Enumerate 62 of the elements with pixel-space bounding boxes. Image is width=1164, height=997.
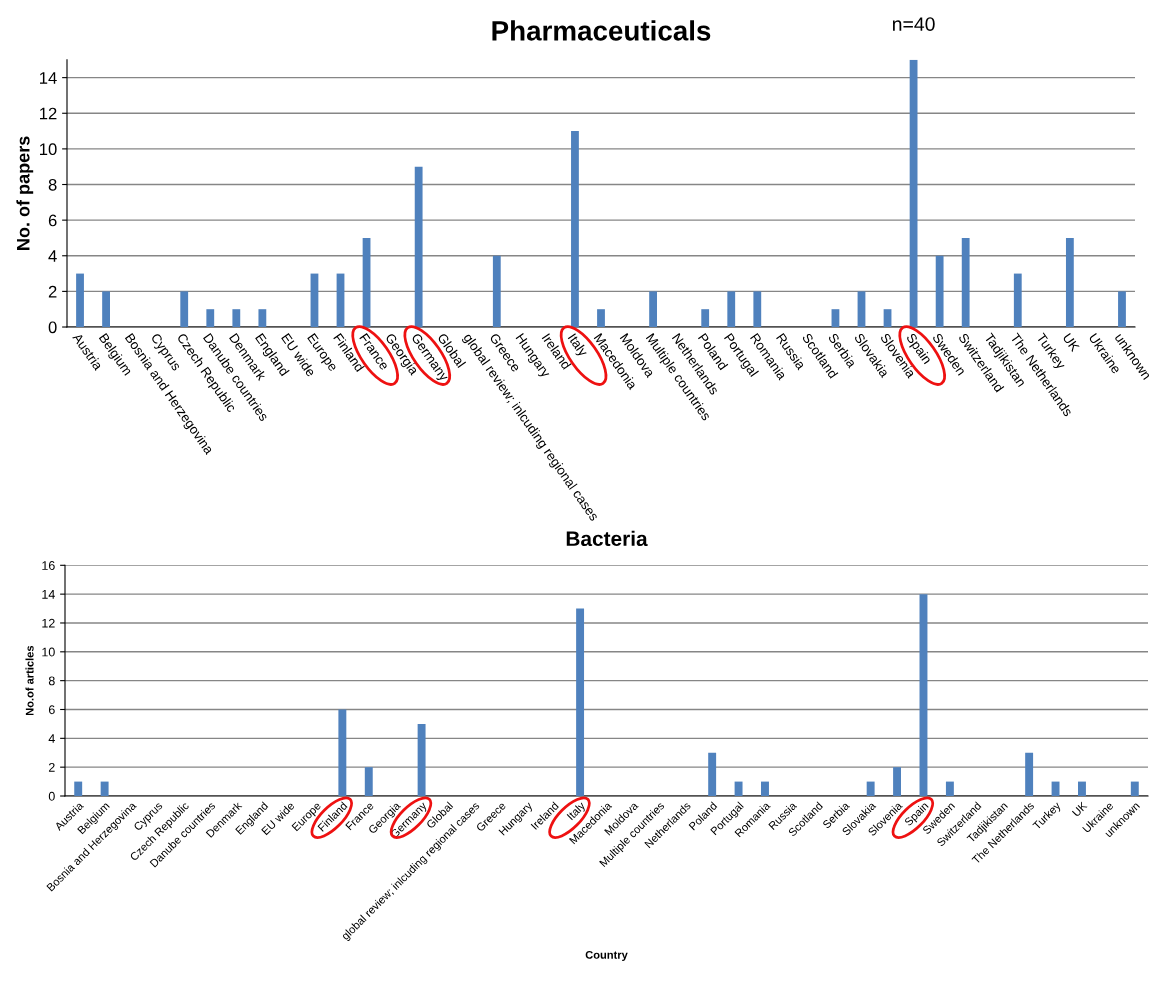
bar: [100, 781, 109, 796]
bar: [893, 767, 902, 796]
bar: [883, 309, 892, 328]
y-tick-label: 8: [48, 178, 57, 191]
bar: [576, 608, 585, 796]
bar: [761, 781, 769, 796]
y-tick-label: 8: [48, 676, 55, 686]
bar: [708, 752, 717, 796]
y-tick-label: 0: [48, 321, 57, 334]
y-tick-label: 14: [40, 72, 57, 84]
bar: [753, 291, 762, 328]
bar: [649, 291, 657, 328]
bar: [102, 291, 110, 328]
y-axis-title: No. of papers: [16, 136, 34, 250]
bar: [338, 709, 347, 796]
chart-title: Pharmaceuticals: [492, 20, 711, 41]
y-tick-label: 10: [40, 143, 57, 156]
bar: [1065, 237, 1074, 328]
bar: [961, 237, 970, 328]
y-axis-title: No.of articles: [25, 645, 34, 716]
bar: [734, 781, 743, 796]
y-tick-label: 14: [42, 590, 55, 599]
bar: [180, 291, 189, 328]
bar: [1013, 273, 1022, 328]
y-tick-label: 2: [48, 285, 57, 298]
y-tick-label: 4: [48, 734, 55, 743]
y-tick-label: 12: [42, 618, 55, 628]
bar: [414, 166, 423, 328]
bar: [571, 131, 579, 328]
bar: [74, 781, 83, 796]
y-tick-label: 6: [48, 705, 55, 715]
bar: [701, 309, 710, 328]
bar: [727, 291, 736, 328]
bar: [1051, 781, 1060, 796]
bar: [935, 255, 944, 328]
y-tick-label: 2: [48, 762, 55, 772]
bar: [831, 309, 840, 328]
bar: [1078, 781, 1086, 796]
x-axis-title: Country: [585, 950, 628, 961]
y-tick-label: 12: [40, 107, 57, 120]
bar: [417, 723, 426, 796]
bar: [1025, 752, 1034, 796]
bar: [232, 309, 241, 328]
y-tick-label: 4: [48, 250, 57, 262]
bar: [492, 255, 501, 328]
bar: [206, 309, 215, 328]
bar: [76, 273, 84, 328]
bar: [857, 291, 866, 328]
bar: [866, 781, 875, 796]
y-tick-label: 0: [48, 791, 55, 801]
y-tick-label: 10: [42, 647, 55, 657]
bar: [597, 309, 605, 328]
y-tick-label: 16: [42, 561, 55, 570]
chart-title: Bacteria: [566, 530, 648, 547]
x-tick-label: UK: [1062, 332, 1080, 353]
annotation: n=40: [892, 17, 935, 31]
bar: [1130, 781, 1139, 796]
bar: [364, 767, 373, 796]
bar: [258, 309, 267, 328]
y-tick-label: 6: [48, 214, 57, 227]
bar: [1118, 291, 1126, 328]
bar: [945, 781, 954, 796]
